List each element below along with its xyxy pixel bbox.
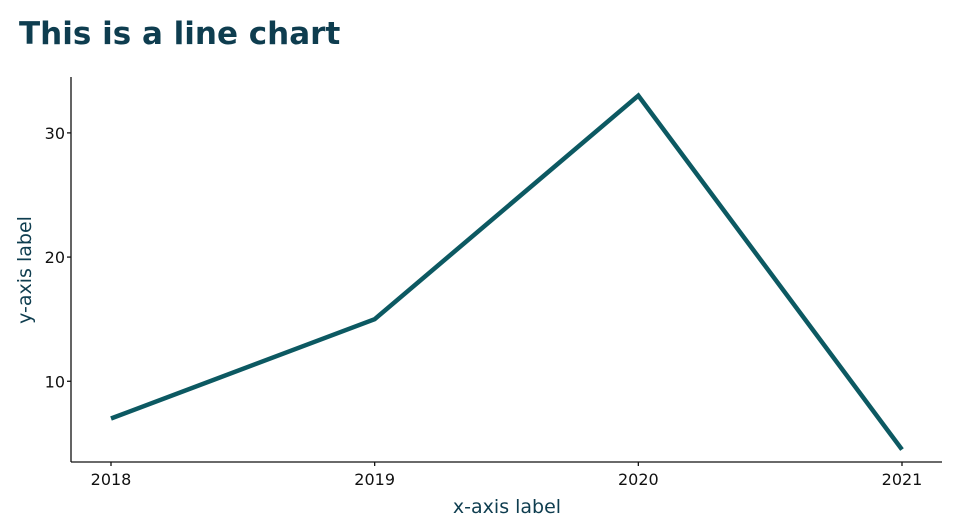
y-axis-label: y-axis label xyxy=(14,216,36,324)
y-tick-labels: 10 20 30 xyxy=(45,124,71,391)
series-line xyxy=(110,92,904,451)
x-axis-label: x-axis label xyxy=(453,496,561,518)
x-tick-label: 2021 xyxy=(882,470,923,489)
x-tick-label: 2018 xyxy=(91,470,132,489)
x-tick-label: 2019 xyxy=(354,470,395,489)
series-layer xyxy=(110,92,904,451)
y-tick-label: 30 xyxy=(45,124,65,143)
chart-title: This is a line chart xyxy=(19,16,340,52)
x-tick-labels: 2018 2019 2020 2021 xyxy=(91,462,923,489)
y-tick-label: 20 xyxy=(45,248,65,267)
y-tick-label: 10 xyxy=(45,372,65,391)
x-tick-label: 2020 xyxy=(618,470,659,489)
